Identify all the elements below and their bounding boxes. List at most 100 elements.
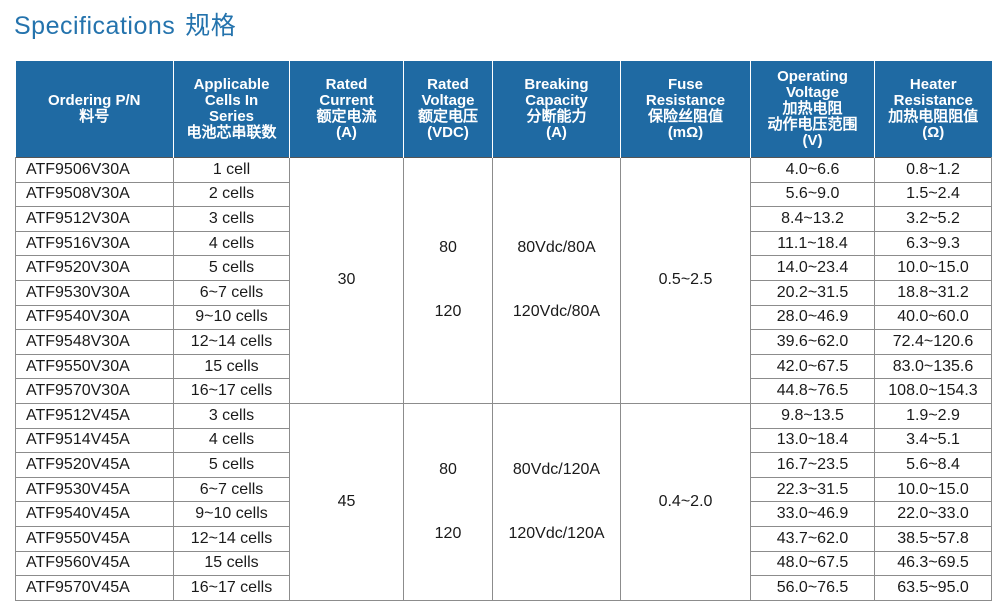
cell-operating-voltage: 11.1~18.4 <box>750 230 875 257</box>
cell-ordering-pn: ATF9508V30A <box>15 181 174 208</box>
cell-ordering-pn: ATF9530V30A <box>15 279 174 306</box>
breaking-capacity-value: 120Vdc/120A <box>508 524 605 542</box>
cell-applicable-cells: 15 cells <box>173 353 290 380</box>
cell-heater-resistance: 5.6~8.4 <box>874 452 992 478</box>
table-row: ATF9512V45A 3 cells 45 80 120 80Vdc/120A 120Vd… <box>15 402 992 601</box>
cell-applicable-cells: 16~17 cells <box>173 378 290 404</box>
cell-applicable-cells: 2 cells <box>173 181 290 208</box>
cell-heater-resistance: 83.0~135.6 <box>874 353 992 380</box>
cell-applicable-cells: 6~7 cells <box>173 476 290 503</box>
cell-ordering-pn: ATF9570V45A <box>15 575 174 601</box>
table-row: ATF9520V30A 5 cells 14.0~23.4 10.0~15.0 <box>15 255 992 281</box>
table-row: ATF9530V30A 6~7 cells 20.2~31.5 18.8~31.2 <box>15 279 992 306</box>
cell-heater-resistance: 72.4~120.6 <box>874 329 992 355</box>
cell-rated-current: 30 <box>289 157 404 404</box>
cell-operating-voltage: 5.6~9.0 <box>750 181 875 208</box>
cell-ordering-pn: ATF9512V45A <box>15 402 174 429</box>
cell-ordering-pn: ATF9516V30A <box>15 230 174 257</box>
table-row: ATF9512V30A 3 cells 8.4~13.2 3.2~5.2 <box>15 206 992 232</box>
cell-operating-voltage: 28.0~46.9 <box>750 304 875 331</box>
rated-voltage-value: 120 <box>434 524 462 542</box>
cell-ordering-pn: ATF9540V30A <box>15 304 174 331</box>
table-row: ATF9560V45A 15 cells 48.0~67.5 46.3~69.5 <box>15 550 992 577</box>
cell-rated-voltage: 80 120 <box>403 157 493 404</box>
cell-ordering-pn: ATF9530V45A <box>15 476 174 503</box>
cell-applicable-cells: 5 cells <box>173 452 290 478</box>
table-row: ATF9550V30A 15 cells 42.0~67.5 83.0~135.6 <box>15 353 992 380</box>
cell-operating-voltage: 33.0~46.9 <box>750 501 875 527</box>
table-row: ATF9520V45A 5 cells 16.7~23.5 5.6~8.4 <box>15 452 992 478</box>
header-breaking-capacity: Breaking Capacity 分断能力 (A) <box>492 61 621 158</box>
header-rated-voltage: Rated Voltage 额定电压 (VDC) <box>403 61 493 158</box>
cell-applicable-cells: 4 cells <box>173 427 290 454</box>
title-cn: 规格 <box>185 12 237 40</box>
cell-breaking-capacity: 80Vdc/120A 120Vdc/120A <box>492 402 621 601</box>
table-body: ATF9506V30A 1 cell 30 80 120 80Vdc/80A 120Vdc/… <box>15 157 992 601</box>
cell-applicable-cells: 3 cells <box>173 206 290 232</box>
cell-rated-voltage: 80 120 <box>403 402 493 601</box>
table-row: ATF9516V30A 4 cells 11.1~18.4 6.3~9.3 <box>15 230 992 257</box>
cell-operating-voltage: 16.7~23.5 <box>750 452 875 478</box>
cell-heater-resistance: 18.8~31.2 <box>874 279 992 306</box>
table-row: ATF9530V45A 6~7 cells 22.3~31.5 10.0~15.0 <box>15 476 992 503</box>
cell-applicable-cells: 15 cells <box>173 550 290 577</box>
rated-voltage-value: 80 <box>439 239 457 257</box>
cell-heater-resistance: 6.3~9.3 <box>874 230 992 257</box>
cell-operating-voltage: 56.0~76.5 <box>750 575 875 601</box>
table-row: ATF9548V30A 12~14 cells 39.6~62.0 72.4~120.… <box>15 329 992 355</box>
header-ordering-pn: Ordering P/N 料号 <box>15 61 174 158</box>
cell-operating-voltage: 43.7~62.0 <box>750 525 875 552</box>
specifications-table: Ordering P/N 料号 Applicable Cells In Series 电… <box>15 61 992 601</box>
header-operating-voltage: Operating Voltage 加热电阻 动作电压范围 (V) <box>750 61 875 158</box>
cell-heater-resistance: 1.5~2.4 <box>874 181 992 208</box>
header-fuse-resistance: Fuse Resistance 保险丝阻值 (mΩ) <box>620 61 751 158</box>
cell-heater-resistance: 38.5~57.8 <box>874 525 992 552</box>
cell-ordering-pn: ATF9550V30A <box>15 353 174 380</box>
cell-ordering-pn: ATF9548V30A <box>15 329 174 355</box>
cell-heater-resistance: 10.0~15.0 <box>874 476 992 503</box>
cell-ordering-pn: ATF9506V30A <box>15 157 174 183</box>
cell-ordering-pn: ATF9550V45A <box>15 525 174 552</box>
cell-applicable-cells: 6~7 cells <box>173 279 290 306</box>
cell-heater-resistance: 22.0~33.0 <box>874 501 992 527</box>
cell-ordering-pn: ATF9512V30A <box>15 206 174 232</box>
table-row: ATF9550V45A 12~14 cells 43.7~62.0 38.5~57.8 <box>15 525 992 552</box>
table-row: ATF9570V45A 16~17 cells 56.0~76.5 63.5~95.0 <box>15 575 992 601</box>
cell-rated-current: 45 <box>289 402 404 601</box>
rated-voltage-value: 120 <box>434 303 462 321</box>
cell-applicable-cells: 1 cell <box>173 157 290 183</box>
breaking-capacity-value: 120Vdc/80A <box>512 303 601 321</box>
cell-ordering-pn: ATF9520V45A <box>15 452 174 478</box>
breaking-capacity-value: 80Vdc/120A <box>512 460 601 478</box>
cell-fuse-resistance: 0.5~2.5 <box>620 157 751 404</box>
cell-fuse-resistance: 0.4~2.0 <box>620 402 751 601</box>
cell-operating-voltage: 48.0~67.5 <box>750 550 875 577</box>
cell-heater-resistance: 1.9~2.9 <box>874 402 992 429</box>
cell-applicable-cells: 9~10 cells <box>173 304 290 331</box>
cell-operating-voltage: 42.0~67.5 <box>750 353 875 380</box>
cell-applicable-cells: 3 cells <box>173 402 290 429</box>
cell-applicable-cells: 4 cells <box>173 230 290 257</box>
cell-applicable-cells: 12~14 cells <box>173 329 290 355</box>
table-row: ATF9508V30A 2 cells 5.6~9.0 1.5~2.4 <box>15 181 992 208</box>
cell-operating-voltage: 13.0~18.4 <box>750 427 875 454</box>
table-row: ATF9540V30A 9~10 cells 28.0~46.9 40.0~60.0 <box>15 304 992 331</box>
cell-ordering-pn: ATF9514V45A <box>15 427 174 454</box>
cell-applicable-cells: 12~14 cells <box>173 525 290 552</box>
cell-operating-voltage: 14.0~23.4 <box>750 255 875 281</box>
cell-ordering-pn: ATF9520V30A <box>15 255 174 281</box>
cell-breaking-capacity: 80Vdc/80A 120Vdc/80A <box>492 157 621 404</box>
header-heater-resistance: Heater Resistance 加热电阻阻值 (Ω) <box>874 61 992 158</box>
header-applicable-cells: Applicable Cells In Series 电池芯串联数 <box>173 61 290 158</box>
breaking-capacity-value: 80Vdc/80A <box>517 239 596 257</box>
page-title: Specifications 规格 <box>14 6 236 42</box>
cell-operating-voltage: 9.8~13.5 <box>750 402 875 429</box>
cell-operating-voltage: 8.4~13.2 <box>750 206 875 232</box>
cell-heater-resistance: 10.0~15.0 <box>874 255 992 281</box>
cell-heater-resistance: 3.4~5.1 <box>874 427 992 454</box>
table-row: ATF9540V45A 9~10 cells 33.0~46.9 22.0~33.0 <box>15 501 992 527</box>
cell-operating-voltage: 22.3~31.5 <box>750 476 875 503</box>
table-row: ATF9506V30A 1 cell 30 80 120 80Vdc/80A 120Vdc/… <box>15 157 992 404</box>
cell-operating-voltage: 4.0~6.6 <box>750 157 875 183</box>
cell-operating-voltage: 39.6~62.0 <box>750 329 875 355</box>
